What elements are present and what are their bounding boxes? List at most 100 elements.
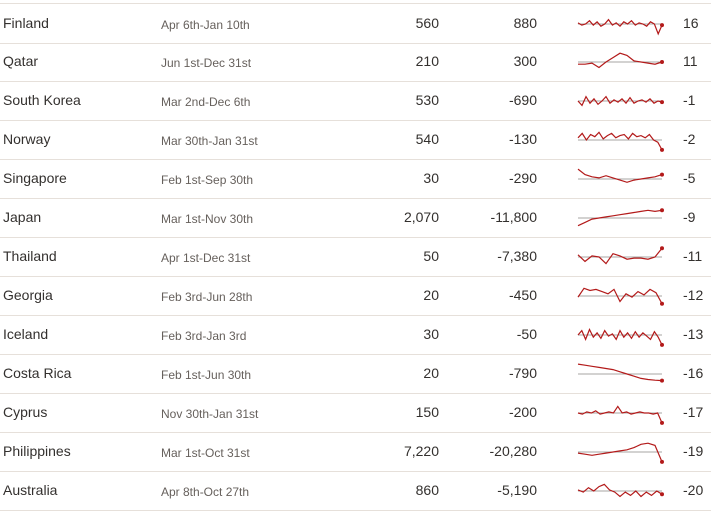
value-2: -450: [508, 287, 537, 303]
country-name: Finland: [3, 15, 49, 31]
value-1: 7,220: [403, 443, 439, 459]
date-range: Mar 1st-Nov 30th: [161, 212, 254, 226]
country-name: Japan: [3, 209, 42, 225]
country-name: Australia: [3, 482, 58, 498]
country-name: Norway: [3, 131, 51, 147]
date-range: Nov 30th-Jan 31st: [161, 407, 259, 421]
rank-change: -12: [683, 287, 704, 303]
date-range: Feb 1st-Jun 30th: [161, 368, 252, 382]
trend-sparkline: [578, 52, 664, 69]
sparkline-path: [578, 52, 663, 69]
sparkline-end-dot: [660, 492, 664, 497]
date-range: Mar 2nd-Dec 6th: [161, 95, 251, 109]
value-2: -130: [508, 131, 537, 147]
trend-sparkline: [577, 131, 664, 152]
value-2: -50: [516, 326, 537, 342]
value-2: -5,190: [497, 482, 537, 498]
country-name: Qatar: [3, 53, 39, 69]
sparkline-path: [577, 442, 663, 463]
rank-change: -1: [683, 92, 696, 108]
value-1: 860: [415, 482, 439, 498]
trend-sparkline: [577, 168, 664, 183]
value-1: 560: [415, 15, 439, 31]
sparkline-path: [577, 131, 663, 151]
date-range: Mar 1st-Oct 31st: [161, 446, 250, 460]
sparkline-path: [577, 95, 663, 107]
sparkline-end-dot: [660, 172, 664, 177]
trend-sparkline: [577, 405, 664, 425]
rank-change: -17: [683, 404, 704, 420]
date-range: Apr 1st-Dec 31st: [161, 251, 251, 265]
value-2: -7,380: [497, 248, 537, 264]
date-range: Mar 30th-Jan 31st: [161, 134, 258, 148]
trend-sparkline: [577, 246, 664, 265]
trend-sparkline: [577, 483, 664, 498]
value-1: 50: [423, 248, 439, 264]
country-name: Singapore: [3, 170, 67, 186]
country-name: Iceland: [3, 326, 49, 342]
value-1: 20: [423, 365, 439, 381]
country-name: Cyprus: [3, 404, 48, 420]
trend-sparkline: [577, 18, 664, 36]
table-row: Cyprus Nov 30th-Jan 31st 150 -200 -17: [0, 393, 711, 433]
value-2: -200: [508, 404, 537, 420]
sparkline-end-dot: [660, 246, 664, 251]
sparkline-end-dot: [660, 420, 664, 425]
date-range: Jun 1st-Dec 31st: [161, 56, 252, 70]
country-name: Costa Rica: [3, 365, 72, 381]
trend-sparkline: [577, 442, 664, 464]
sparkline-path: [577, 287, 663, 304]
table-row: Australia Apr 8th-Oct 27th 860 -5,190 -20: [0, 471, 711, 511]
value-2: -790: [508, 365, 537, 381]
table-row: South Korea Mar 2nd-Dec 6th 530 -690 -1: [0, 81, 711, 121]
trend-sparkline: [577, 95, 664, 107]
sparkline-path: [577, 18, 663, 36]
rank-change: -19: [683, 443, 704, 459]
country-name: South Korea: [3, 92, 81, 108]
country-name: Philippines: [3, 443, 71, 459]
sparkline-path: [577, 363, 663, 382]
table-row: Qatar Jun 1st-Dec 31st 210 300 11: [0, 42, 711, 82]
value-2: 300: [513, 53, 537, 69]
value-1: 30: [423, 170, 439, 186]
trend-sparkline: [577, 328, 664, 347]
sparkline-end-dot: [660, 147, 664, 152]
value-1: 540: [415, 131, 439, 147]
country-name: Georgia: [3, 287, 53, 303]
table-row: Finland Apr 6th-Jan 10th 560 880 16: [0, 3, 711, 44]
sparkline-end-dot: [660, 208, 664, 213]
value-1: 530: [415, 92, 439, 108]
table-row: Thailand Apr 1st-Dec 31st 50 -7,380 -11: [0, 237, 711, 277]
table-row: Singapore Feb 1st-Sep 30th 30 -290 -5: [0, 159, 711, 199]
trend-sparkline: [577, 208, 664, 227]
sparkline-end-dot: [660, 342, 664, 347]
value-1: 210: [415, 53, 439, 69]
sparkline-path: [577, 405, 663, 424]
value-1: 2,070: [403, 209, 439, 225]
value-1: 150: [415, 404, 439, 420]
value-1: 20: [423, 287, 439, 303]
rank-change: -13: [683, 326, 704, 342]
value-2: -20,280: [489, 443, 537, 459]
value-2: -11,800: [490, 209, 537, 225]
table-row: Norway Mar 30th-Jan 31st 540 -130 -2: [0, 120, 711, 160]
sparkline-path: [577, 209, 663, 227]
rank-change: 11: [683, 53, 698, 69]
sparkline-end-dot: [660, 100, 664, 105]
sparkline-end-dot: [660, 378, 664, 383]
date-range: Feb 3rd-Jan 3rd: [161, 329, 247, 343]
table-row: Iceland Feb 3rd-Jan 3rd 30 -50 -13: [0, 315, 711, 355]
rank-change: 16: [683, 15, 699, 31]
table-row: Philippines Mar 1st-Oct 31st 7,220 -20,280 -…: [0, 432, 711, 472]
value-1: 30: [423, 326, 439, 342]
country-name: Thailand: [3, 248, 57, 264]
table-row: Costa Rica Feb 1st-Jun 30th 20 -790 -16: [0, 354, 711, 394]
rank-change: -11: [683, 248, 703, 264]
rank-change: -9: [683, 209, 696, 225]
sparkline-end-dot: [660, 459, 664, 464]
sparkline-end-dot: [660, 23, 664, 28]
value-2: 880: [513, 15, 537, 31]
sparkline-path: [577, 168, 663, 183]
sparkline-path: [577, 483, 663, 498]
date-range: Apr 8th-Oct 27th: [161, 485, 250, 499]
